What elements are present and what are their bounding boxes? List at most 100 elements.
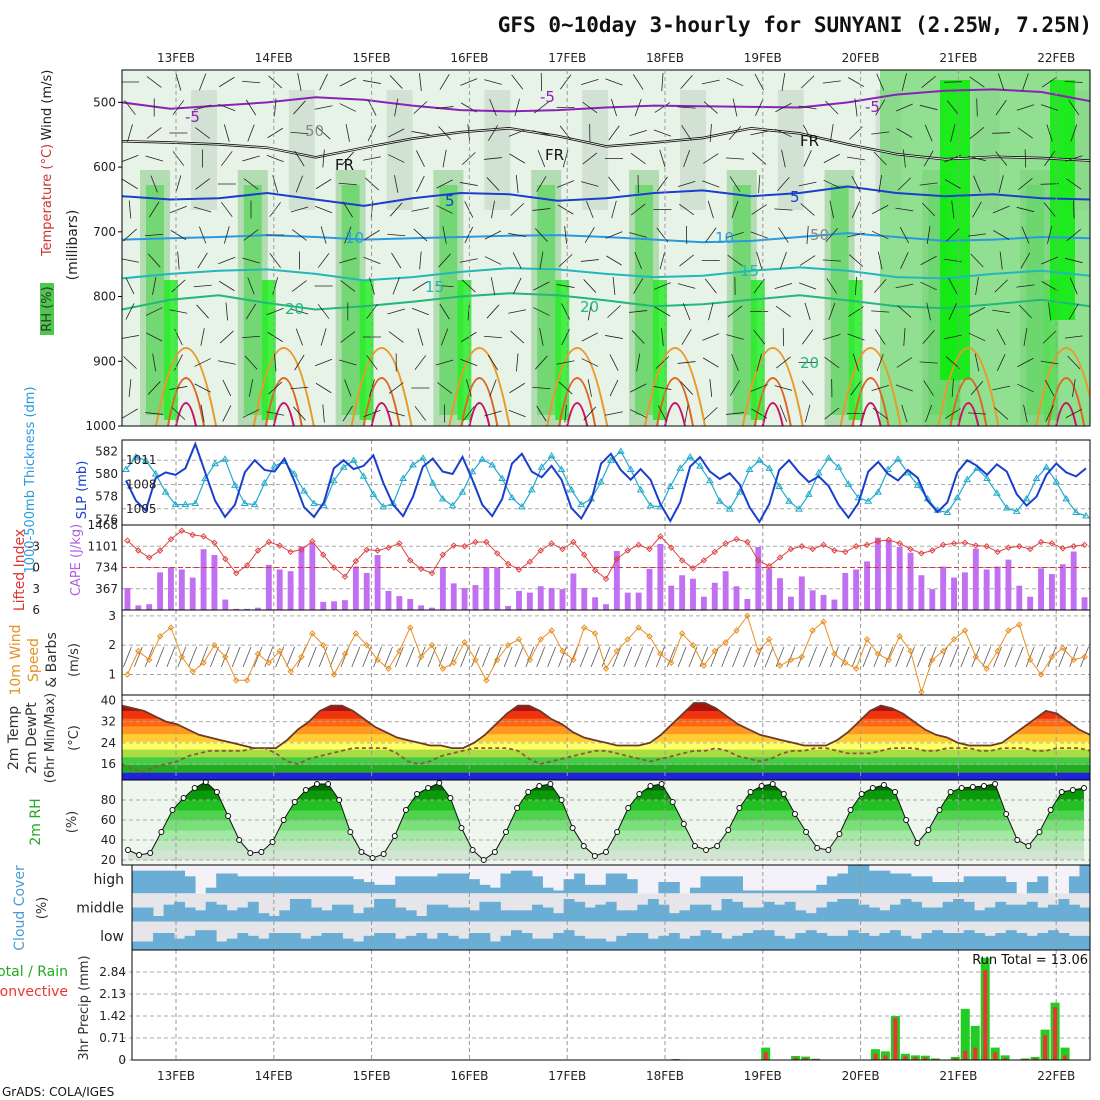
rh-marker (691, 843, 698, 849)
cloud-cell (626, 933, 638, 950)
cloud-cell (711, 876, 722, 894)
warm-isotherm-arch (1035, 347, 1090, 426)
top-date-label: 21FEB (939, 51, 977, 65)
wind-barb (587, 302, 592, 321)
wind10m-panel: 1 2 3 10m Wind Speed & Barbs (m/s) (8, 609, 1091, 696)
wind-barb (510, 203, 525, 216)
wind-speed-marker (320, 641, 327, 649)
wind-barb (1045, 379, 1055, 397)
wind-barb (341, 151, 355, 166)
cloud-cell (163, 933, 175, 950)
wind-barb (681, 125, 692, 141)
wind-barb (948, 303, 957, 320)
wind-speed-marker (983, 665, 990, 672)
cloud-cell (342, 876, 354, 894)
wind-barb (511, 74, 524, 90)
li-marker (613, 555, 621, 563)
cape-bar (385, 590, 392, 610)
wind-barb (416, 175, 425, 193)
cloud-cell (732, 901, 743, 922)
bottom-date-axis: 13FEB 14FEB 15FEB 16FEB 17FEB 18FEB 19FEB 20FEB… (157, 1069, 1075, 1083)
li-marker (494, 550, 501, 557)
cloud-cell (942, 901, 954, 922)
li-marker (1037, 538, 1045, 546)
wind-barb (484, 157, 502, 160)
thickness-marker (567, 485, 576, 493)
wind-barb (556, 360, 575, 365)
wind-barb (533, 281, 550, 291)
cloud-cell (279, 910, 291, 922)
wind-speed-marker (907, 647, 914, 655)
wind-barb (608, 176, 620, 192)
cloud-cell (310, 876, 322, 894)
wind-barb (1040, 104, 1059, 111)
thickness-marker (527, 485, 536, 493)
wind-barb (653, 282, 671, 290)
rh-marker (625, 805, 632, 811)
thickness-marker (725, 505, 734, 512)
li-marker (907, 545, 914, 553)
cloud-cell (458, 938, 470, 950)
wind-barb (199, 73, 207, 91)
rh-marker (869, 785, 876, 791)
li-marker (515, 566, 523, 573)
cape-bar (690, 578, 696, 610)
cape-bar (700, 596, 707, 610)
wind-barb (877, 251, 883, 270)
cloud-cell (458, 907, 470, 922)
thickness-marker (478, 455, 487, 462)
rh-marker (714, 843, 721, 849)
wind-barb (895, 646, 905, 668)
cloud-cell (816, 933, 828, 950)
warm-isotherm-arch (546, 347, 609, 426)
temp-band (122, 718, 1090, 727)
wind-barb (558, 381, 573, 395)
wind-barb (195, 178, 211, 190)
thickness-marker (290, 470, 299, 477)
wind-barb (338, 182, 357, 186)
wind-barb (194, 383, 211, 393)
cape-bar (178, 569, 185, 610)
li-marker (939, 541, 947, 549)
wind-barb (557, 180, 575, 188)
y-tick-label: 3 (108, 609, 116, 623)
li-marker (831, 547, 838, 554)
wind-barb (998, 175, 1004, 193)
wind-barb (405, 646, 415, 668)
wind-barb (659, 149, 666, 168)
rh-marker (514, 805, 521, 811)
wind-barb (960, 646, 970, 668)
rh-marker (136, 852, 143, 858)
cape-bar (657, 543, 664, 610)
wind-barb (561, 303, 571, 320)
wind-barb (727, 305, 743, 318)
thickness-axis-label: 1000-500mb Thickness (dm) (23, 386, 38, 573)
convective-legend: Convective (0, 984, 68, 1000)
wind-speed-marker (624, 636, 631, 643)
wind-barb (897, 305, 912, 318)
li-marker (504, 560, 512, 568)
wind-speed-marker (124, 671, 131, 678)
li-marker (222, 555, 229, 563)
wind-barb (703, 153, 719, 164)
wind-barb (449, 646, 459, 668)
hot-isotherm-arch (272, 402, 295, 426)
thickness-marker (745, 465, 754, 472)
cloud-cell (553, 890, 565, 894)
wind-barb (242, 646, 252, 668)
cape-bar (189, 577, 196, 610)
wind-barb (435, 359, 454, 366)
cloud-cell (163, 904, 175, 922)
wind-barb (320, 328, 327, 346)
cloud-cell (510, 930, 522, 950)
wind-barb (727, 254, 743, 267)
wind-barb (171, 407, 186, 420)
wind-barb (754, 73, 764, 91)
precip-convective-bar (873, 1053, 878, 1060)
cape-bar (374, 554, 381, 610)
cloud-cell (626, 879, 638, 894)
wind-barb (631, 330, 645, 344)
wind-speed-marker (722, 639, 729, 646)
wind-barb (223, 124, 230, 142)
wind-barb (1044, 150, 1056, 167)
